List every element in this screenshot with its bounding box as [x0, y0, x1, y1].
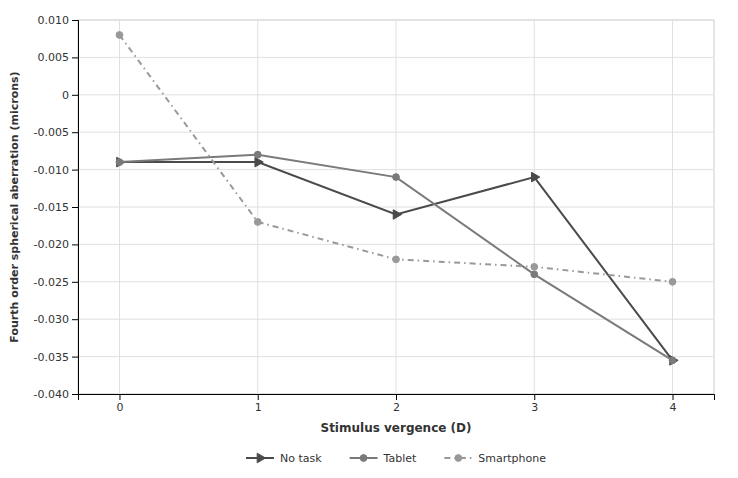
tick-mark: [72, 20, 78, 21]
tick-mark: [119, 394, 120, 400]
tick-label: -0.005: [34, 126, 69, 139]
marker: [531, 263, 538, 270]
axis-line: [79, 395, 715, 401]
tick: 1: [255, 394, 262, 414]
tick-mark: [72, 170, 78, 171]
y-axis-title: Fourth order spherical aberration (micro…: [8, 71, 21, 342]
tick-label: -0.040: [34, 388, 69, 401]
line: [119, 155, 672, 361]
tick-mark: [673, 394, 674, 400]
tick-label: -0.020: [34, 238, 69, 251]
legend-item: Tablet: [350, 452, 417, 465]
legend: No task Tablet Smartphone: [246, 452, 546, 465]
grid-line: [257, 20, 258, 394]
tick: 4: [670, 394, 677, 414]
tick: -0.010: [34, 164, 78, 177]
series-group: [116, 32, 678, 366]
tick-label: -0.015: [34, 201, 69, 214]
tick: 3: [531, 394, 538, 414]
legend-label: Tablet: [383, 452, 417, 465]
line: [119, 35, 672, 282]
tick: -0.015: [34, 201, 78, 214]
tick: -0.005: [34, 126, 78, 139]
series: [116, 151, 676, 363]
tick-mark: [72, 95, 78, 96]
plot-frame: [78, 20, 714, 394]
tick: 0.010: [38, 14, 79, 27]
grid: [78, 20, 714, 394]
marker: [254, 151, 261, 158]
marker: [393, 174, 400, 181]
marker: [531, 172, 539, 182]
marker: [669, 357, 676, 364]
legend-marker: [257, 453, 265, 463]
series: [116, 32, 676, 286]
tick-label: 2: [393, 401, 400, 414]
grid-line: [396, 20, 397, 394]
marker: [393, 256, 400, 263]
line: [119, 162, 672, 360]
legend-marker: [455, 455, 462, 462]
tick-label: 0: [62, 89, 69, 102]
tick: -0.020: [34, 238, 78, 251]
legend-label: Smartphone: [478, 452, 546, 465]
legend-label: No task: [280, 452, 322, 465]
tick-label: 0: [116, 401, 123, 414]
tick-label: -0.035: [34, 351, 69, 364]
tick: -0.040: [34, 388, 78, 401]
tick-label: 0.010: [38, 14, 70, 27]
legend-marker: [360, 455, 367, 462]
grid-line: [534, 20, 535, 394]
tick-mark: [72, 132, 78, 133]
tick: -0.025: [34, 276, 78, 289]
tick-label: 0.005: [38, 51, 70, 64]
axis-line: [72, 21, 79, 395]
tick-mark: [72, 319, 78, 320]
grid-line: [672, 20, 673, 394]
marker: [116, 159, 123, 166]
tick-mark: [72, 57, 78, 58]
tick-label: 4: [670, 401, 677, 414]
legend-item: Smartphone: [444, 452, 546, 465]
tick-label: -0.025: [34, 276, 69, 289]
tick-label: -0.030: [34, 313, 69, 326]
y-axis: -0.040 -0.035 -0.030 -0.025 -0.020 -0.015 -0.0…: [34, 14, 79, 401]
tick-mark: [258, 394, 259, 400]
marker: [116, 32, 123, 39]
tick-mark: [396, 394, 397, 400]
grid-line: [119, 20, 120, 394]
plot-area: 0 1 2 3 4 -0.040 -0.035 -0.030 -0.025 -0.020 -0.01…: [8, 14, 715, 435]
legend-item: No task: [246, 452, 322, 465]
marker: [670, 356, 678, 366]
tick: -0.035: [34, 351, 78, 364]
marker: [255, 157, 263, 167]
tick-mark: [72, 244, 78, 245]
tick: 0: [62, 89, 78, 102]
marker: [669, 278, 676, 285]
tick-mark: [72, 282, 78, 283]
marker: [393, 210, 401, 220]
tick-label: 3: [531, 401, 538, 414]
tick-mark: [72, 394, 78, 395]
marker: [254, 219, 261, 226]
tick: 0: [116, 394, 123, 414]
tick: 2: [393, 394, 400, 414]
tick-mark: [72, 207, 78, 208]
x-axis: 0 1 2 3 4: [79, 394, 715, 414]
tick: -0.030: [34, 313, 78, 326]
x-axis-title: Stimulus vergence (D): [320, 421, 471, 435]
series: [117, 157, 678, 365]
tick-mark: [534, 394, 535, 400]
tick-label: 1: [255, 401, 262, 414]
tick-label: -0.010: [34, 164, 69, 177]
tick: 0.005: [38, 51, 79, 64]
chart: 0 1 2 3 4 -0.040 -0.035 -0.030 -0.025 -0.020 -0.01…: [0, 0, 738, 478]
tick-mark: [72, 357, 78, 358]
marker: [531, 271, 538, 278]
